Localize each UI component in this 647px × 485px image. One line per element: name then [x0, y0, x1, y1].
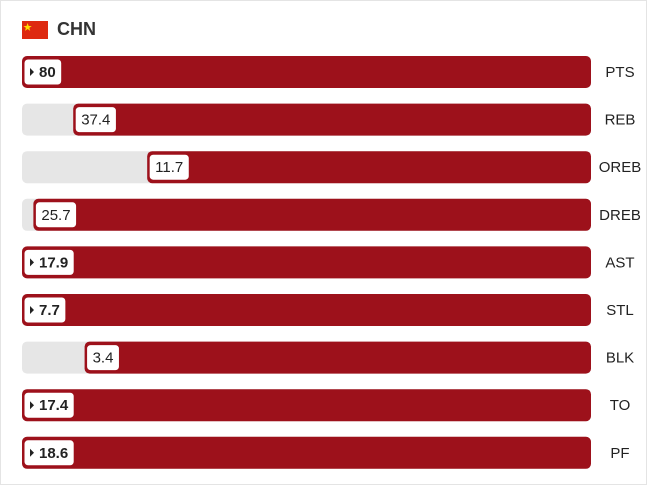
value-box [74, 106, 117, 134]
value-box [23, 296, 67, 324]
bar [22, 246, 591, 279]
value-box [23, 58, 63, 86]
stat-label: DREB [599, 207, 641, 224]
bar [22, 436, 591, 469]
stat-label: AST [605, 254, 634, 271]
stat-label: PF [610, 445, 629, 462]
value-box [148, 153, 190, 181]
team-name: CHN [57, 19, 96, 39]
bar [22, 294, 591, 326]
value-label: 7.7 [39, 302, 60, 319]
value-label: 37.4 [81, 112, 110, 129]
value-box [23, 248, 75, 276]
flag [22, 21, 48, 39]
stat-label: STL [606, 302, 634, 319]
value-label: 11.7 [155, 159, 183, 176]
stat-label: REB [605, 112, 636, 129]
leader-marker [30, 68, 34, 76]
bar [22, 389, 591, 422]
value-box [23, 439, 75, 467]
stat-label: BLK [606, 350, 634, 367]
leader-marker [30, 306, 34, 314]
value-label: 18.6 [39, 445, 68, 462]
value-label: 17.4 [39, 397, 69, 414]
stat-label: PTS [605, 64, 634, 81]
bar [22, 56, 591, 88]
bar [33, 198, 591, 231]
value-box [86, 344, 120, 372]
leader-marker [30, 448, 34, 457]
stat-label: TO [610, 397, 631, 414]
value-label: 3.4 [93, 350, 114, 367]
leader-marker [30, 258, 34, 267]
value-label: 80 [39, 64, 56, 81]
value-box [23, 391, 75, 419]
bar [147, 151, 591, 184]
leader-marker [30, 401, 34, 410]
stat-label: OREB [599, 159, 642, 176]
value-label: 25.7 [41, 207, 70, 224]
bar [84, 341, 591, 374]
bar [73, 103, 591, 136]
value-box [34, 201, 78, 229]
value-label: 17.9 [39, 254, 68, 271]
